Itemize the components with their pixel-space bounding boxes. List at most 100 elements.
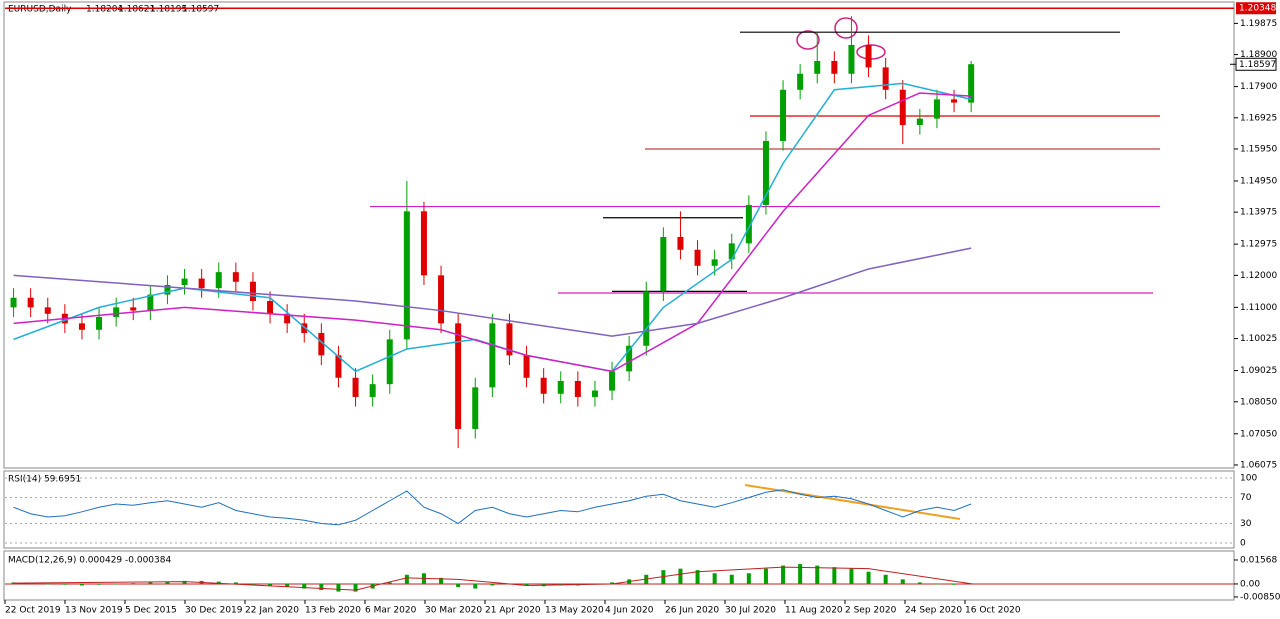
candle-body xyxy=(113,307,120,317)
macd-bar xyxy=(763,568,768,584)
candle-body xyxy=(933,99,940,119)
candle-body xyxy=(916,118,923,125)
macd-bar xyxy=(746,573,751,584)
candle-body xyxy=(797,73,804,90)
moving-average xyxy=(13,92,972,373)
macd-bar xyxy=(781,565,786,584)
candle-body xyxy=(728,243,735,260)
macd-bar xyxy=(952,583,957,585)
y-tick-label: 1.12000 xyxy=(1240,271,1277,281)
candle-body xyxy=(455,323,462,429)
x-tick-label: 22 Oct 2019 xyxy=(5,606,61,616)
candle-body xyxy=(780,89,787,141)
candle-body xyxy=(352,377,359,397)
macd-bar xyxy=(883,574,888,584)
candle-body xyxy=(198,278,205,289)
x-tick-label: 30 Dec 2019 xyxy=(185,606,243,616)
pattern-circle xyxy=(796,30,820,50)
y-tick-label: 1.11000 xyxy=(1240,303,1277,313)
candle-body xyxy=(745,204,752,244)
macd-tick-label: 0.00 xyxy=(1240,579,1260,589)
symbol: EURUSD,Daily xyxy=(8,5,72,15)
rsi-tick-label: 0 xyxy=(1240,539,1246,549)
candle-body xyxy=(130,307,137,311)
candle-body xyxy=(472,387,479,429)
candle-body xyxy=(626,345,633,372)
candle-body xyxy=(951,99,958,103)
y-tick-label: 1.06075 xyxy=(1240,460,1277,470)
macd-bar xyxy=(387,582,392,584)
x-tick-label: 13 Nov 2019 xyxy=(65,606,123,616)
rsi-tick-label: 100 xyxy=(1240,474,1257,484)
x-tick-label: 2 Sep 2020 xyxy=(845,606,897,616)
candle-body xyxy=(968,64,975,103)
macd-bar xyxy=(404,574,409,584)
candle-body xyxy=(10,297,17,308)
candle-body xyxy=(284,313,291,324)
candle-body xyxy=(591,390,598,397)
x-tick-label: 16 Oct 2020 xyxy=(965,606,1021,616)
y-tick-label: 1.16925 xyxy=(1240,113,1277,123)
header-close: 1.18597 xyxy=(182,5,219,15)
macd-tick-label: -0.00850 xyxy=(1240,592,1280,602)
macd-bar xyxy=(148,582,153,584)
x-tick-label: 13 May 2020 xyxy=(545,606,604,616)
y-tick-label: 1.15950 xyxy=(1240,144,1277,154)
rsi-label: RSI(14) 59.6951 xyxy=(8,475,81,485)
y-tick-label: 1.17900 xyxy=(1240,82,1277,92)
macd-bar xyxy=(798,564,803,584)
macd-bar xyxy=(610,582,615,584)
main-panel xyxy=(3,1,1235,469)
candle-body xyxy=(369,384,376,397)
candle-body xyxy=(147,294,154,311)
macd-bar xyxy=(114,583,119,585)
candle-body xyxy=(643,291,650,346)
candle-body xyxy=(27,297,34,308)
x-tick-label: 5 Dec 2015 xyxy=(125,606,177,616)
x-tick-label: 30 Jul 2020 xyxy=(725,606,776,616)
candle-body xyxy=(762,140,769,205)
rsi-trendline xyxy=(744,484,961,520)
rsi-panel xyxy=(3,470,1235,549)
macd-signal xyxy=(13,566,972,591)
x-tick-label: 22 Jan 2020 xyxy=(245,606,299,616)
macd-bar xyxy=(678,568,683,584)
macd-bar xyxy=(302,583,307,589)
macd-bar xyxy=(456,583,461,588)
y-tick-label: 1.08050 xyxy=(1240,397,1277,407)
macd-bar xyxy=(729,574,734,584)
macd-bar xyxy=(695,570,700,584)
candle-body xyxy=(694,249,701,266)
macd-bar xyxy=(62,583,67,585)
macd-bar xyxy=(712,573,717,584)
candle-body xyxy=(557,380,564,394)
macd-bar xyxy=(815,565,820,584)
candle-body xyxy=(574,380,581,397)
candle-body xyxy=(506,323,513,356)
macd-bar xyxy=(233,582,238,584)
candle-body xyxy=(181,278,188,285)
macd-bar xyxy=(934,583,939,585)
candle-body xyxy=(335,355,342,378)
candle-body xyxy=(831,60,838,74)
candle-body xyxy=(609,371,616,391)
macd-label: MACD(12,26,9) 0.000429 -0.000384 xyxy=(8,556,171,566)
candle-body xyxy=(865,44,872,68)
candle-body xyxy=(249,281,256,301)
macd-bar xyxy=(900,579,905,584)
macd-bar xyxy=(216,581,221,584)
candle-body xyxy=(489,323,496,388)
macd-tick-label: 0.01568 xyxy=(1240,555,1277,565)
macd-bar xyxy=(319,583,324,591)
rsi-tick-label: 30 xyxy=(1240,519,1252,529)
x-tick-label: 6 Mar 2020 xyxy=(365,606,417,616)
x-tick-label: 26 Jun 2020 xyxy=(665,606,719,616)
y-tick-label: 1.13975 xyxy=(1240,208,1277,218)
macd-bar xyxy=(473,583,478,589)
macd-bar xyxy=(866,571,871,584)
candle-body xyxy=(540,377,547,394)
macd-bar xyxy=(917,582,922,584)
y-tick-label: 1.10025 xyxy=(1240,334,1277,344)
macd-panel xyxy=(3,550,1235,601)
